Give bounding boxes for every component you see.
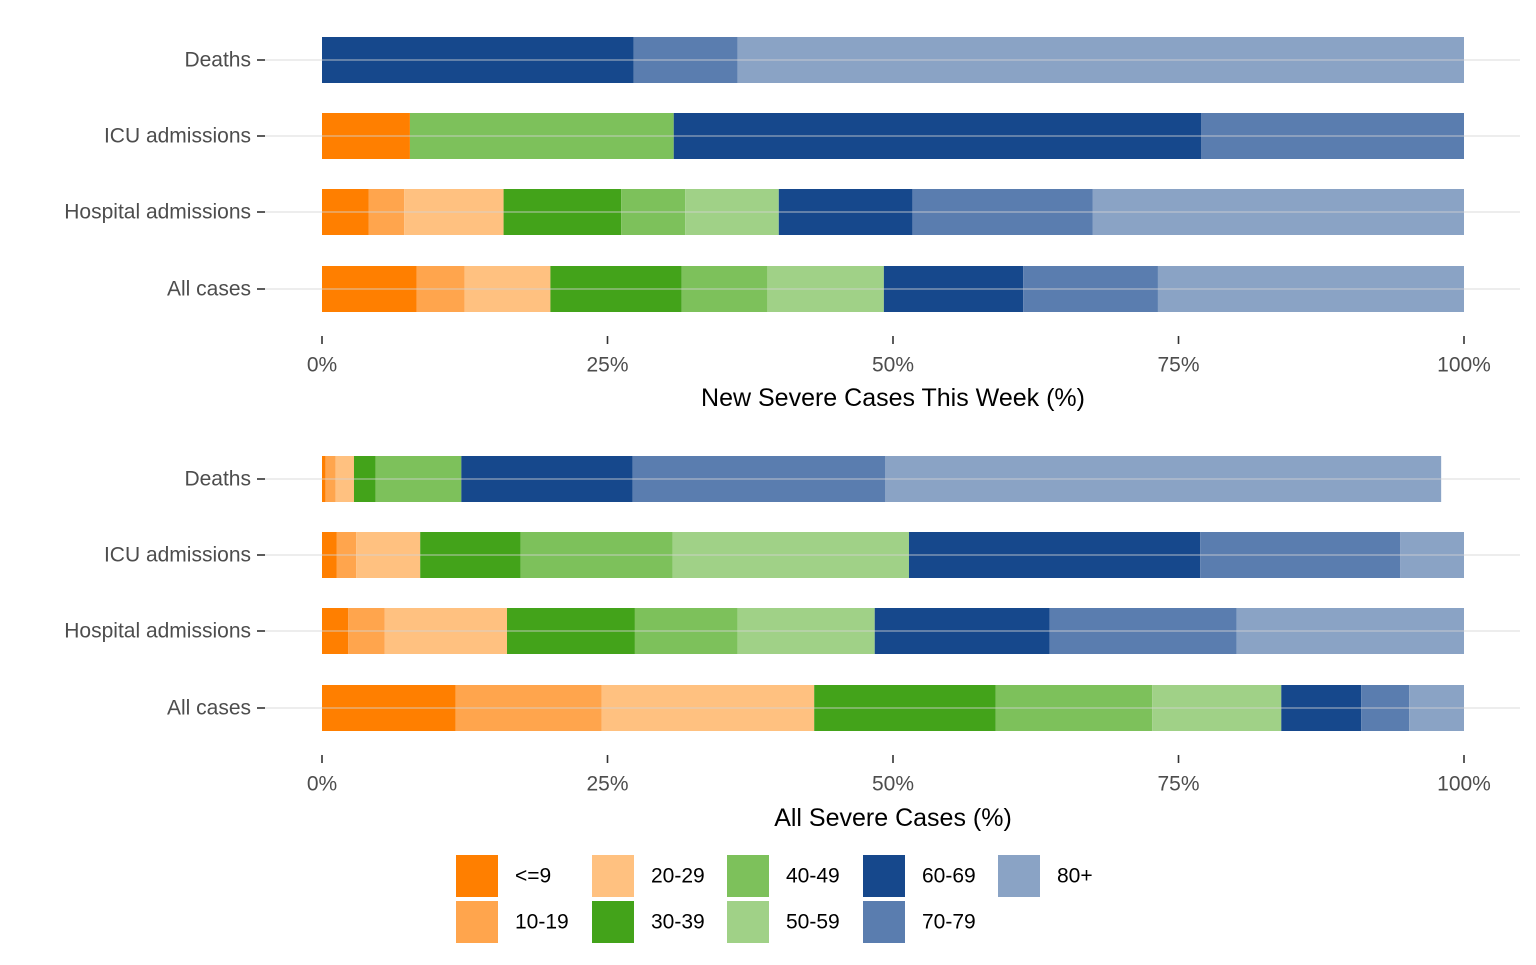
panel-1-x-axis-title: New Severe Cases This Week (%) [701, 384, 1085, 412]
panel-2-x-axis-title: All Severe Cases (%) [774, 804, 1012, 832]
legend-swatch-9 [998, 855, 1040, 897]
legend-swatch-4 [592, 901, 634, 943]
legend-label-3: 20-29 [651, 865, 705, 888]
legend-label-2: 10-19 [515, 911, 569, 934]
legend-label-6: 50-59 [786, 911, 840, 934]
panel-1-category-label-deaths: Deaths [184, 49, 251, 72]
panel-2-category-label-all-cases: All cases [167, 697, 251, 720]
panel-1-category-label-icu-admissions: ICU admissions [104, 125, 251, 148]
legend-label-1: <=9 [515, 865, 551, 888]
legend-swatch-5 [727, 855, 769, 897]
panel-2-xtick-label-3: 75% [1157, 773, 1199, 796]
legend-swatch-1 [456, 855, 498, 897]
legend-swatch-2 [456, 901, 498, 943]
panel-1-xtick-label-4: 100% [1437, 354, 1491, 377]
panel-1-category-label-all-cases: All cases [167, 278, 251, 301]
panel-2-xtick-label-0: 0% [307, 773, 337, 796]
panel-2-xtick-label-4: 100% [1437, 773, 1491, 796]
panel-2-xtick-label-1: 25% [586, 773, 628, 796]
panel-2-xtick-label-2: 50% [872, 773, 914, 796]
panel-1-xtick-label-2: 50% [872, 354, 914, 377]
panel-2-category-label-hospital-admissions: Hospital admissions [64, 620, 251, 643]
panel-1-xtick-label-1: 25% [586, 354, 628, 377]
panel-2-category-label-icu-admissions: ICU admissions [104, 544, 251, 567]
panel-1-xtick-label-3: 75% [1157, 354, 1199, 377]
legend-swatch-7 [863, 855, 905, 897]
legend-swatch-3 [592, 855, 634, 897]
panel-1-xtick-label-0: 0% [307, 354, 337, 377]
legend-swatch-8 [863, 901, 905, 943]
legend-label-8: 70-79 [922, 911, 976, 934]
legend-label-9: 80+ [1057, 865, 1093, 888]
panel-1-category-label-hospital-admissions: Hospital admissions [64, 201, 251, 224]
legend-label-7: 60-69 [922, 865, 976, 888]
legend-swatch-6 [727, 901, 769, 943]
legend-label-4: 30-39 [651, 911, 705, 934]
panel-2-category-label-deaths: Deaths [184, 468, 251, 491]
legend-label-5: 40-49 [786, 865, 840, 888]
